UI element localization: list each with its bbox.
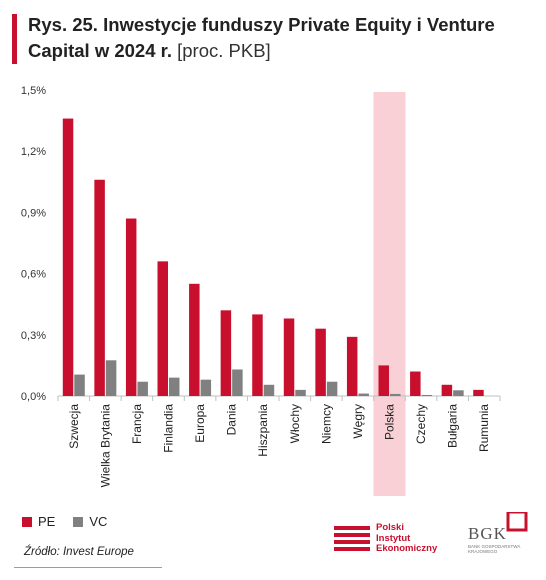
legend-swatch-pe	[22, 516, 32, 527]
bar-pe	[94, 179, 105, 396]
x-category-label: Szwecja	[67, 404, 81, 449]
y-tick-label: 0,6%	[21, 269, 46, 281]
bar-pe	[62, 118, 74, 396]
pie-logo-line-3: Ekonomiczny	[376, 543, 438, 554]
bar-chart: 0,0% 0,3% 0,6% 0,9% 1,2% 1,5% Szwecja Wielka Br…	[21, 85, 501, 496]
x-category-label: Dania	[225, 404, 239, 436]
bar-pe	[378, 365, 389, 396]
x-category-label: Wielka Brytania	[98, 404, 112, 488]
title-accent-bar	[12, 14, 17, 64]
bar-vc	[232, 369, 243, 396]
bar-pe	[189, 283, 200, 396]
x-category-label: Francja	[130, 404, 144, 444]
x-category-label: Hiszpania	[256, 404, 270, 457]
bar-vc	[169, 377, 180, 396]
bar-pe	[315, 328, 326, 396]
y-tick-label: 1,2%	[21, 146, 46, 158]
legend-label-pe: PE	[38, 514, 56, 529]
x-category-label: Niemcy	[319, 404, 333, 444]
bar-pe	[283, 318, 295, 396]
bar-pe	[157, 261, 168, 396]
x-category-label: Finlandia	[162, 404, 176, 453]
bar-vc	[263, 384, 275, 396]
bar-pe	[125, 218, 137, 396]
bgk-logo-text: BGK	[468, 524, 507, 543]
highlight-band-polska	[373, 92, 406, 496]
bar-vc	[74, 374, 85, 396]
x-category-label: Włochy	[288, 404, 302, 443]
x-category-label: Bułgaria	[446, 404, 460, 448]
source-divider	[14, 567, 162, 568]
chart-legend: PE VC	[22, 514, 125, 529]
bar-pe	[252, 314, 263, 396]
y-tick-label: 0,0%	[21, 391, 46, 403]
source-note: Źródło: Invest Europe	[24, 546, 134, 558]
y-tick-label: 0,9%	[21, 207, 46, 219]
x-category-label: Rumunia	[477, 404, 491, 452]
bgk-logo-icon	[506, 512, 528, 532]
bar-vc	[390, 393, 401, 396]
x-category-label: Czechy	[414, 404, 428, 444]
pie-logo-text: Polski Instytut Ekonomiczny	[376, 522, 438, 555]
bgk-logo-subtext: BANK GOSPODARSTWA KRAJOWEGO	[468, 544, 521, 554]
pie-logo-icon	[334, 526, 370, 551]
bar-vc	[358, 393, 369, 396]
chart-title-main: Rys. 25. Inwestycje funduszy Private Equ…	[28, 14, 495, 61]
legend-item-pe: PE	[22, 514, 55, 529]
bar-pe	[473, 389, 484, 396]
bar-vc	[421, 394, 433, 396]
bar-vc	[295, 389, 306, 396]
x-category-label: Węgry	[351, 404, 365, 439]
legend-swatch-vc	[73, 516, 84, 527]
x-category-label: Polska	[383, 404, 397, 440]
legend-item-vc: VC	[73, 514, 107, 529]
bar-vc	[453, 390, 464, 396]
x-category-label: Europa	[193, 404, 207, 443]
legend-label-vc: VC	[89, 514, 108, 529]
bar-pe	[410, 371, 421, 396]
y-tick-label: 0,3%	[21, 330, 46, 342]
chart-title-unit: [proc. PKB]	[177, 40, 271, 61]
y-tick-label: 1,5%	[21, 85, 46, 97]
bar-vc	[200, 379, 212, 396]
bar-vc	[326, 381, 338, 396]
bar-pe	[441, 384, 453, 396]
bar-vc	[105, 360, 117, 396]
chart-title: Rys. 25. Inwestycje funduszy Private Equ…	[28, 12, 528, 64]
pie-logo-line-1: Polski	[376, 522, 404, 533]
bar-pe	[346, 336, 358, 396]
pie-logo-line-2: Instytut	[376, 532, 411, 544]
bar-pe	[220, 310, 232, 396]
bar-vc	[137, 381, 148, 396]
